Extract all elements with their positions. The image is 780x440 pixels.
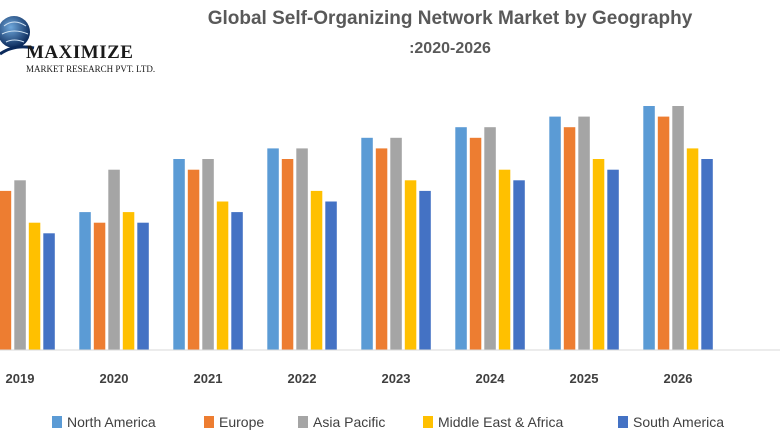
bar-north-america-2020 bbox=[79, 212, 91, 350]
bar-south-america-2024 bbox=[513, 180, 525, 350]
legend-swatch-south-america bbox=[618, 416, 628, 428]
bar-asia-pacific-2021 bbox=[202, 159, 214, 350]
logo-tagline: MARKET RESEARCH PVT. LTD. bbox=[26, 64, 156, 74]
legend-label-europe: Europe bbox=[219, 414, 264, 430]
bar-north-america-2026 bbox=[643, 106, 655, 350]
legend: North America Europe Asia Pacific Middle Ea… bbox=[52, 414, 724, 430]
legend-swatch-europe bbox=[204, 416, 214, 428]
x-tick-label: 2021 bbox=[194, 371, 223, 386]
bar-europe-2021 bbox=[187, 169, 200, 350]
bar-middle-east-and-africa-2019 bbox=[28, 222, 41, 350]
bar-asia-pacific-2022 bbox=[296, 148, 308, 350]
bar-middle-east-and-africa-2021 bbox=[216, 201, 229, 350]
bar-south-america-2023 bbox=[419, 190, 431, 350]
chart-subtitle: :2020-2026 bbox=[409, 40, 491, 57]
bar-asia-pacific-2025 bbox=[578, 116, 590, 350]
bar-middle-east-and-africa-2025 bbox=[592, 159, 605, 350]
bar-asia-pacific-2023 bbox=[390, 137, 402, 350]
bar-asia-pacific-2026 bbox=[672, 106, 684, 350]
legend-label-middle-east-and-africa: Middle East & Africa bbox=[438, 414, 563, 430]
bar-middle-east-and-africa-2024 bbox=[498, 169, 511, 350]
bar-middle-east-and-africa-2026 bbox=[686, 148, 699, 350]
legend-label-asia-pacific: Asia Pacific bbox=[313, 414, 385, 430]
bar-north-america-2025 bbox=[549, 116, 561, 350]
globe-icon bbox=[0, 16, 35, 56]
bar-south-america-2020 bbox=[137, 222, 149, 350]
x-tick-label: 2026 bbox=[664, 371, 693, 386]
chart-title: Global Self-Organizing Network Market by… bbox=[207, 8, 693, 29]
x-tick-label: 2020 bbox=[100, 371, 129, 386]
x-tick-label: 2025 bbox=[570, 371, 599, 386]
bar-south-america-2025 bbox=[607, 169, 619, 350]
bar-south-america-2019 bbox=[43, 233, 55, 350]
bar-europe-2025 bbox=[563, 127, 576, 350]
x-tick-label: 2019 bbox=[6, 371, 35, 386]
legend-swatch-asia-pacific bbox=[298, 416, 308, 428]
bar-asia-pacific-2024 bbox=[484, 127, 496, 350]
x-tick-label: 2024 bbox=[476, 371, 506, 386]
bar-asia-pacific-2020 bbox=[108, 169, 120, 350]
legend-swatch-middle-east-and-africa bbox=[423, 416, 433, 428]
company-logo: MAXIMIZE MARKET RESEARCH PVT. LTD. bbox=[0, 4, 170, 78]
legend-swatch-north-america bbox=[52, 416, 62, 428]
bar-north-america-2022 bbox=[267, 148, 279, 350]
bar-middle-east-and-africa-2023 bbox=[404, 180, 417, 350]
bar-asia-pacific-2019 bbox=[14, 180, 26, 350]
legend-label-north-america: North America bbox=[67, 414, 156, 430]
x-tick-label: 2023 bbox=[382, 371, 411, 386]
bar-europe-2024 bbox=[469, 137, 482, 350]
bar-europe-2023 bbox=[375, 148, 388, 350]
legend-label-south-america: South America bbox=[633, 414, 724, 430]
logo-wordmark: MAXIMIZE bbox=[26, 42, 134, 63]
bar-north-america-2023 bbox=[361, 137, 373, 350]
bar-south-america-2022 bbox=[325, 201, 337, 350]
bar-middle-east-and-africa-2020 bbox=[122, 212, 135, 350]
x-tick-label: 2022 bbox=[288, 371, 317, 386]
bar-europe-2020 bbox=[93, 222, 106, 350]
bar-north-america-2024 bbox=[455, 127, 467, 350]
bars-group bbox=[0, 106, 713, 350]
bar-south-america-2026 bbox=[701, 159, 713, 350]
bar-europe-2022 bbox=[281, 159, 294, 350]
x-axis-ticks: 2019 2020 2021 2022 2023 2024 2025 2026 bbox=[6, 371, 693, 386]
bar-north-america-2021 bbox=[173, 159, 185, 350]
bar-europe-2026 bbox=[657, 116, 670, 350]
bar-south-america-2021 bbox=[231, 212, 243, 350]
bar-middle-east-and-africa-2022 bbox=[310, 190, 323, 350]
bar-europe-2019 bbox=[0, 190, 12, 350]
